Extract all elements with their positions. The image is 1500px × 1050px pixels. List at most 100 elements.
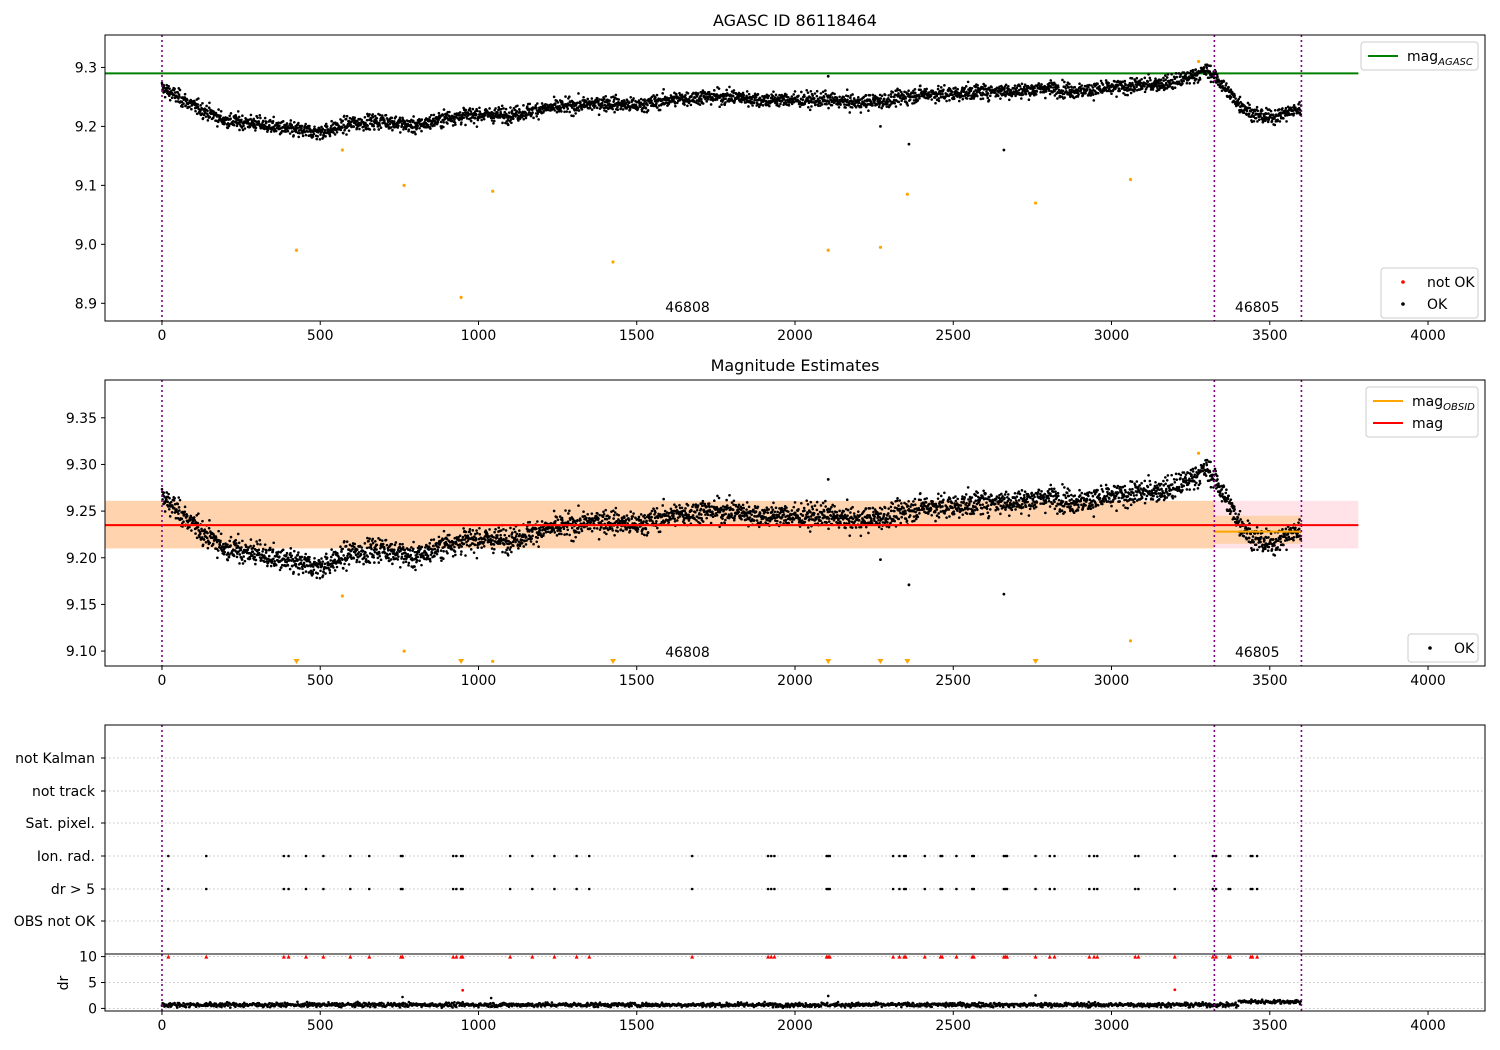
ok-point [492, 543, 496, 546]
ok-point [358, 127, 361, 131]
ok-point [475, 125, 479, 128]
ok-point [1149, 78, 1152, 82]
ok-point [936, 87, 940, 91]
ok-point [427, 545, 431, 548]
ok-point [442, 125, 445, 129]
ok-point [228, 539, 232, 543]
ok-point [1220, 89, 1224, 93]
ok-point [976, 84, 979, 87]
ok-point [854, 105, 858, 109]
ok-point [386, 123, 389, 126]
ok-point [289, 119, 293, 122]
ok-point [528, 102, 532, 106]
ok-point [384, 113, 388, 117]
panel1-frame [104, 34, 1486, 322]
ok-point [389, 558, 393, 561]
ok-point [566, 520, 570, 523]
ok-point [893, 95, 896, 99]
ok-point [437, 111, 441, 115]
ok-point [555, 515, 558, 519]
ok-point [919, 84, 922, 87]
ok-point [464, 530, 468, 534]
ok-point [341, 119, 345, 123]
ok-point [1091, 93, 1095, 96]
ok-point [261, 550, 264, 553]
ok-point [249, 544, 252, 548]
legend-dot-swatch [1401, 280, 1405, 284]
ok-point [429, 127, 432, 130]
ok-point [413, 565, 416, 568]
ok-point [848, 111, 852, 114]
ok-point [967, 94, 971, 97]
ok-point [416, 124, 420, 128]
ok-point [1247, 112, 1251, 116]
ok-point [529, 540, 533, 543]
ok-point [502, 107, 505, 110]
ok-point [929, 94, 933, 98]
ok-point [365, 546, 369, 550]
ok-point [911, 91, 915, 95]
ok-point [192, 516, 196, 519]
ok-point [493, 547, 496, 551]
ok-point [352, 125, 356, 129]
ok-point [980, 93, 984, 97]
ok-point [590, 97, 594, 100]
ok-point [490, 119, 494, 122]
ok-point [468, 530, 471, 533]
ok-point [292, 570, 295, 574]
ok-point [1018, 84, 1022, 88]
ok-point [1195, 77, 1198, 81]
x-tick-label: 0 [158, 328, 167, 344]
ok-point [1260, 109, 1264, 112]
ok-point [939, 86, 943, 89]
ok-point [251, 550, 255, 554]
ok-point [642, 102, 646, 105]
ok-point [563, 533, 566, 536]
ok-point [918, 94, 922, 98]
ok-point [480, 546, 483, 549]
ok-point [194, 532, 197, 535]
ok-point [474, 538, 478, 541]
ok-point [389, 126, 393, 129]
ok-point [267, 124, 271, 127]
ok-point [388, 552, 392, 556]
y-tick-label: 9.1 [75, 178, 97, 194]
ok-point [1175, 75, 1179, 79]
ok-point [701, 102, 705, 105]
ok-point [561, 518, 564, 522]
ok-point [167, 508, 171, 511]
ok-point [506, 553, 510, 557]
ok-point [330, 119, 333, 123]
ok-point [182, 520, 185, 523]
ok-point [1067, 86, 1071, 89]
ok-point [656, 106, 659, 109]
ok-point [432, 544, 435, 548]
ok-point [731, 94, 735, 98]
ok-point [261, 547, 265, 551]
ok-point [177, 496, 181, 499]
ok-point [428, 557, 432, 561]
ok-point [254, 129, 257, 132]
ok-point [300, 126, 303, 130]
ok-point [333, 126, 337, 129]
ok-point [370, 119, 373, 123]
ok-point [532, 116, 535, 120]
ok-point [407, 561, 411, 565]
ok-point [462, 542, 466, 546]
ok-point [636, 107, 640, 110]
ok-point [1229, 88, 1233, 91]
ok-point [1078, 82, 1081, 86]
outlier-point [905, 192, 909, 196]
ok-point [269, 130, 273, 133]
ok-point [345, 569, 348, 572]
ok-point [1298, 100, 1301, 104]
ok-point [839, 103, 842, 106]
ok-point [494, 527, 497, 531]
ok-point [603, 100, 607, 104]
ok-point [698, 103, 702, 106]
ok-point [1222, 80, 1226, 83]
ok-point [208, 519, 211, 522]
ok-point [195, 536, 199, 540]
ok-point [534, 104, 538, 107]
ok-point [1122, 86, 1126, 89]
